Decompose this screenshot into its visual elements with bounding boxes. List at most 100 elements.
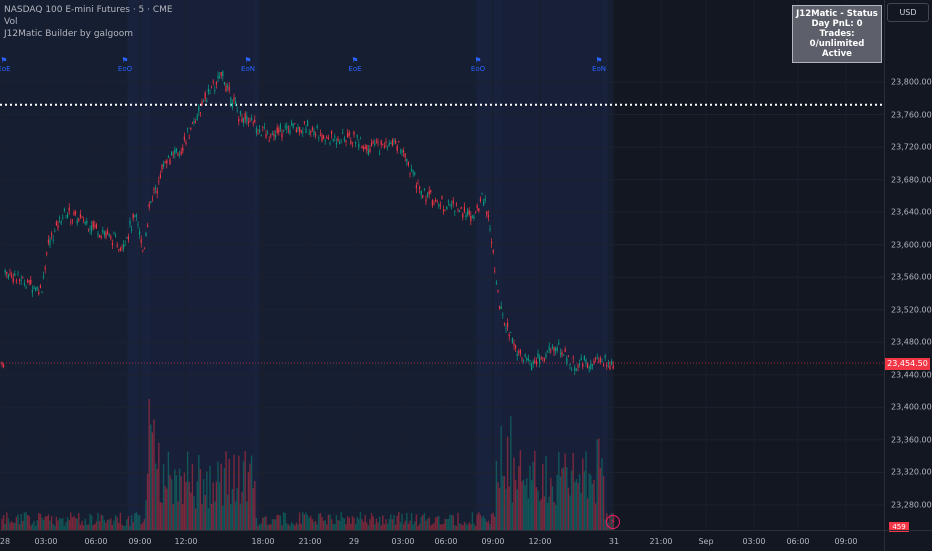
volume-bar xyxy=(65,522,67,530)
candle-body xyxy=(599,358,601,362)
candle-body xyxy=(57,225,59,229)
candle-body xyxy=(491,242,493,244)
symbol-title[interactable]: NASDAQ 100 E-mini Futures · 5 · CME xyxy=(4,5,173,15)
candle-body xyxy=(47,240,49,243)
volume-bar xyxy=(46,516,48,530)
volume-bar xyxy=(188,481,190,530)
candle-body xyxy=(163,163,165,167)
candle-body xyxy=(145,232,147,237)
candle-body xyxy=(583,355,585,360)
volume-bar xyxy=(55,516,58,530)
volume-bar xyxy=(47,514,50,530)
volume-bar xyxy=(137,514,139,530)
axis-corner[interactable] xyxy=(884,530,932,551)
volume-bar xyxy=(273,519,275,530)
volume-bar xyxy=(334,524,336,530)
volume-bar xyxy=(316,524,318,530)
candle-body xyxy=(516,354,518,356)
candle-body xyxy=(38,292,40,295)
candle-body xyxy=(252,122,254,124)
volume-bar xyxy=(556,474,558,530)
candle-body xyxy=(598,361,600,363)
candle-body xyxy=(198,106,200,112)
volume-bar xyxy=(377,522,379,530)
time-axis[interactable]: 28 03:00 06:00 09:00 12:00 18:00 21:00 29 03:00 0… xyxy=(0,530,884,551)
y-tick-label: 23,640.00 xyxy=(891,207,932,217)
candle-body xyxy=(481,193,483,195)
candle-body xyxy=(531,364,533,371)
price-chart[interactable] xyxy=(0,0,884,530)
candle-body xyxy=(166,159,168,164)
y-tick-label: 23,320.00 xyxy=(891,467,932,477)
x-tick-label: 21:00 xyxy=(298,537,322,546)
volume-bar xyxy=(279,515,282,530)
candle-body xyxy=(470,215,472,222)
price-axis[interactable]: 23,800.00 23,760.00 23,720.00 23,680.00 23,6… xyxy=(884,0,932,530)
candle-body xyxy=(438,204,440,207)
candle-body xyxy=(49,239,51,246)
candle-body xyxy=(12,277,14,283)
volume-bar xyxy=(481,517,483,530)
volume-bar xyxy=(497,482,499,530)
candle-body xyxy=(611,361,613,365)
candle-body xyxy=(278,128,280,133)
y-tick-label: 23,400.00 xyxy=(891,402,932,412)
volume-bar xyxy=(12,522,14,530)
candle-body xyxy=(292,123,294,128)
candle-body xyxy=(430,190,432,193)
candle-body xyxy=(471,216,473,219)
volume-bar xyxy=(306,515,309,530)
candle-body xyxy=(487,215,489,218)
volume-bar xyxy=(524,485,526,530)
candle-body xyxy=(502,314,504,316)
candle-body xyxy=(246,116,248,122)
candle-body xyxy=(123,244,125,249)
volume-bar xyxy=(351,516,354,530)
volume-bar xyxy=(545,455,547,530)
currency-button[interactable]: USD xyxy=(887,3,929,22)
indicator-legend[interactable]: J12Matic Builder by galgoom xyxy=(4,29,134,39)
candle-body xyxy=(73,212,75,216)
y-tick-label: 23,360.00 xyxy=(891,435,932,445)
candle-body xyxy=(201,101,203,105)
candle-body xyxy=(500,306,502,310)
candle-body xyxy=(177,153,179,156)
flag-icon: ⚑ xyxy=(244,56,252,65)
chart-area[interactable]: NASDAQ 100 E-mini Futures · 5 · CME Vol … xyxy=(0,0,884,530)
candle-body xyxy=(131,229,133,231)
volume-bar xyxy=(22,520,24,530)
candle-body xyxy=(420,190,422,195)
candle-body xyxy=(580,357,582,361)
candle-body xyxy=(126,237,128,239)
candle-body xyxy=(462,213,464,218)
volume-bar xyxy=(369,519,371,530)
volume-bar xyxy=(489,524,491,530)
volume-bar xyxy=(374,524,376,530)
volume-legend[interactable]: Vol xyxy=(4,17,18,27)
candle-body xyxy=(236,110,238,112)
volume-bar xyxy=(388,519,390,530)
candle-body xyxy=(374,143,376,145)
candle-body xyxy=(457,208,459,210)
volume-bar xyxy=(308,517,310,530)
volume-bar xyxy=(393,514,395,530)
volume-bar xyxy=(550,477,552,530)
volume-bar xyxy=(398,512,400,530)
candle-body xyxy=(529,360,531,362)
candle-body xyxy=(20,279,22,281)
volume-bar xyxy=(414,521,416,530)
volume-bar xyxy=(20,513,22,530)
candle-body xyxy=(289,129,291,134)
volume-bar xyxy=(17,514,19,530)
volume-bar xyxy=(159,501,162,530)
x-tick-label: 29 xyxy=(348,537,360,546)
candle-body xyxy=(569,364,571,366)
candle-body xyxy=(467,209,469,215)
volume-bar xyxy=(230,503,232,530)
candle-body xyxy=(567,356,569,358)
volume-bar xyxy=(510,416,512,530)
candle-body xyxy=(118,249,120,251)
volume-bar xyxy=(326,524,328,530)
y-tick-label: 23,760.00 xyxy=(891,110,932,120)
lightning-icon[interactable]: ⚡ xyxy=(606,515,620,529)
